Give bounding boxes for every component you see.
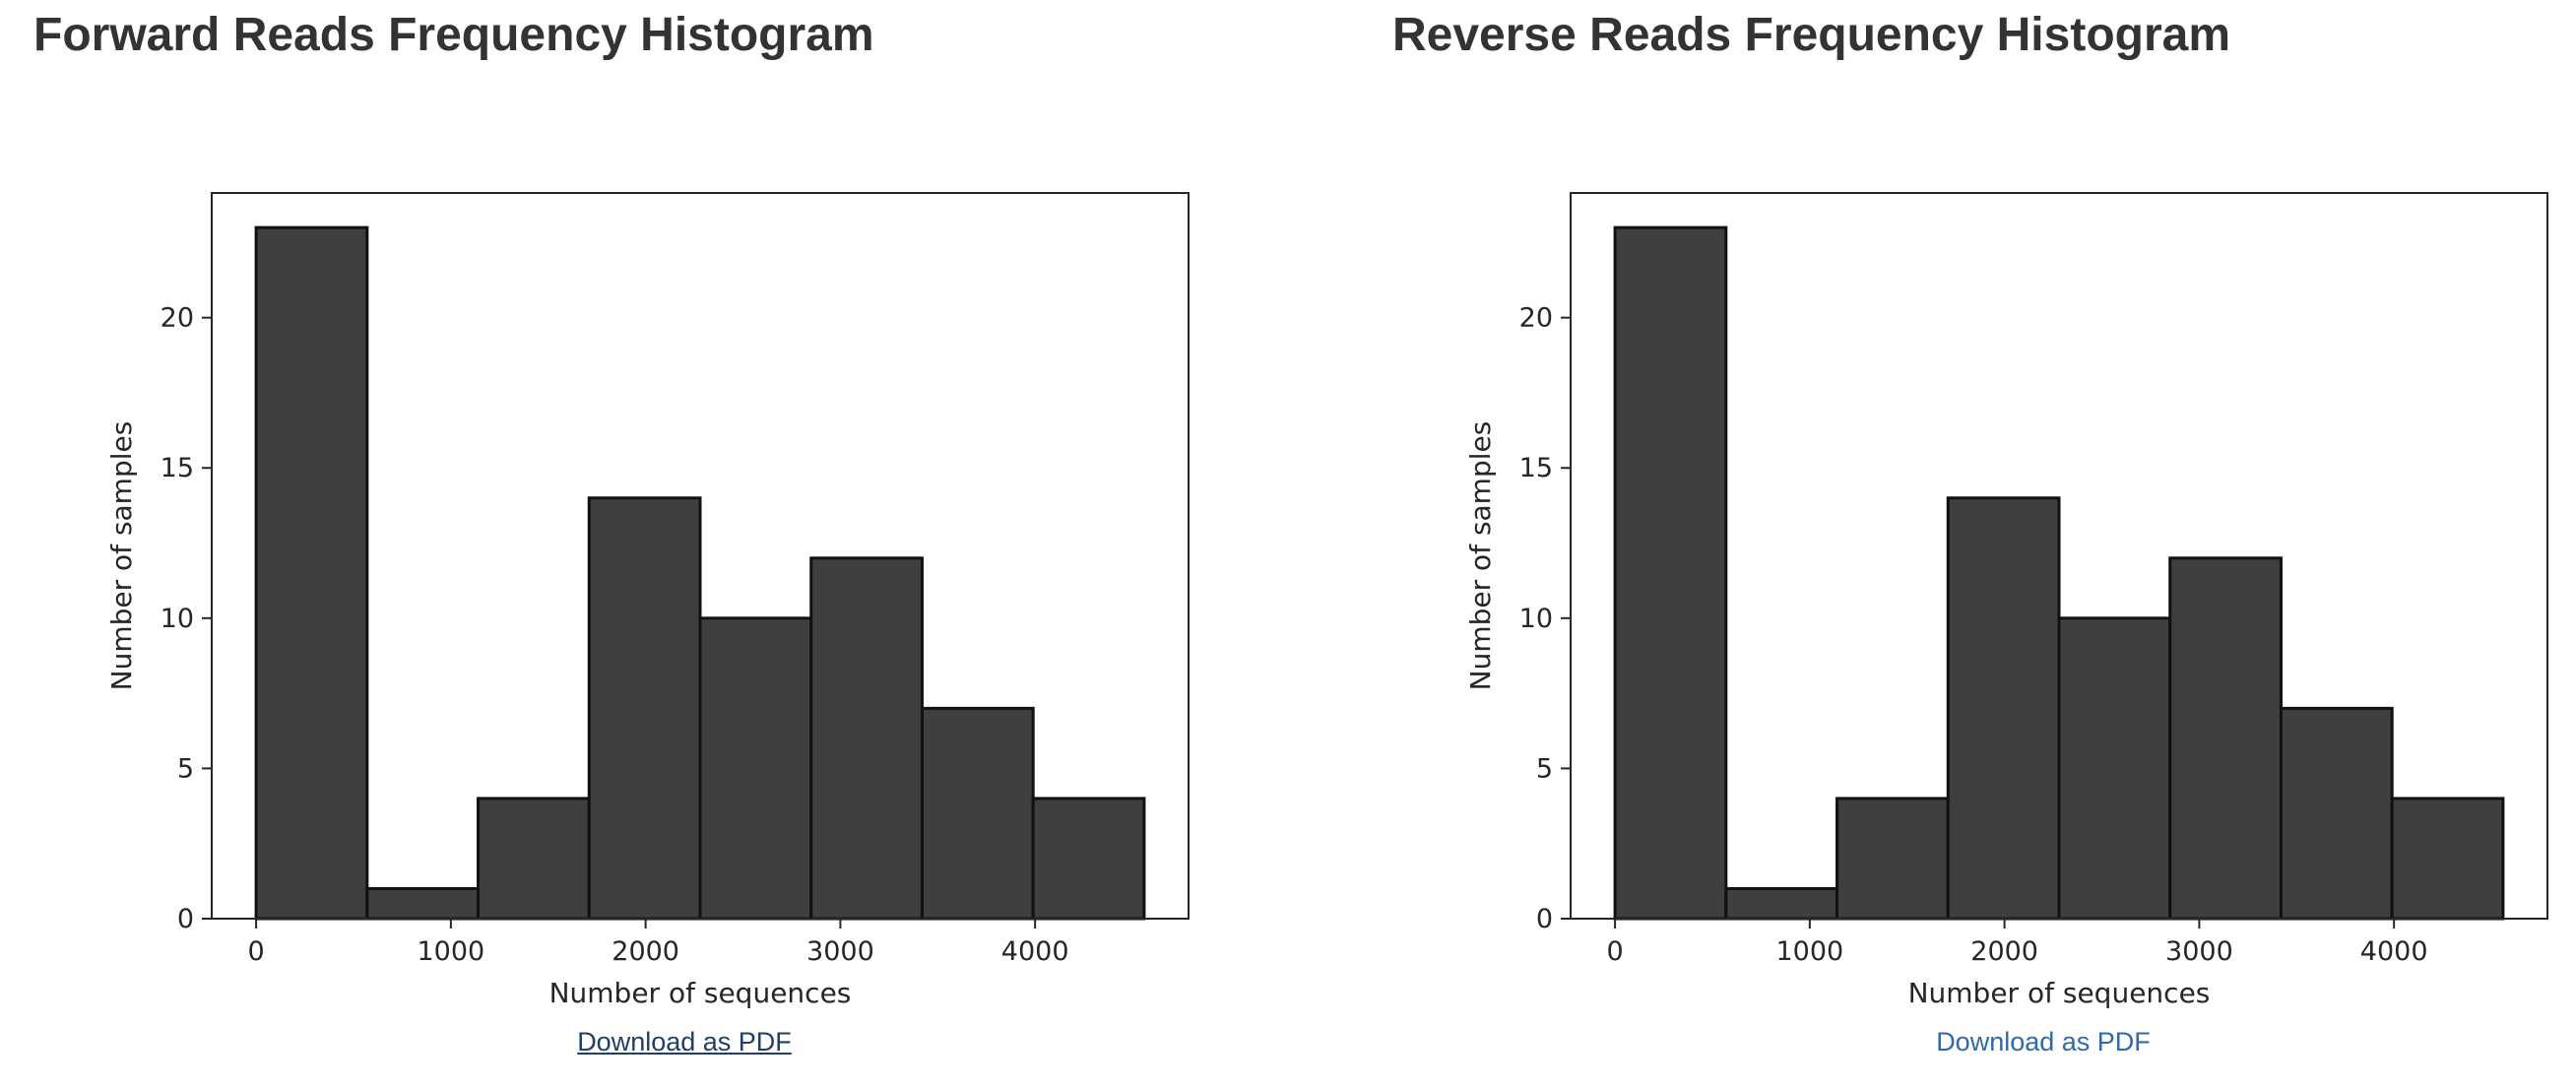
x-axis-label: Number of sequences [549, 977, 852, 1009]
histogram-bar [2279, 706, 2394, 921]
histogram-bar [2390, 797, 2505, 921]
plot-frame [211, 192, 1190, 920]
plot-frame [1570, 192, 2548, 920]
histogram-bar [1031, 797, 1146, 921]
histogram-bar [1946, 496, 2061, 921]
y-tick-label: 20 [1519, 303, 1553, 334]
histogram-bar [1613, 225, 1728, 921]
x-tick-label: 2000 [612, 936, 679, 967]
x-tick-label: 1000 [1775, 936, 1843, 967]
forward-download-pdf-link[interactable]: Download as PDF [577, 1027, 792, 1057]
histogram-bar [920, 706, 1035, 921]
x-tick-label: 0 [1606, 936, 1623, 967]
y-tick-label: 0 [1536, 904, 1553, 934]
y-tick-label: 5 [1536, 753, 1553, 784]
x-tick-label: 3000 [2165, 936, 2233, 967]
x-tick-label: 2000 [1970, 936, 2038, 967]
y-tick-label: 10 [1519, 604, 1553, 634]
histogram-bar [254, 225, 369, 921]
forward-reads-histogram: 0 1000 2000 3000 4000 0 5 10 15 20 Number of seque… [105, 192, 1190, 1009]
y-tick-label: 20 [161, 303, 194, 334]
histogram-bar [477, 797, 591, 921]
y-tick-label: 0 [177, 904, 194, 934]
y-tick-label: 15 [1519, 453, 1553, 483]
reverse-reads-title: Reverse Reads Frequency Histogram [1392, 9, 2231, 61]
x-tick-label: 3000 [806, 936, 874, 967]
y-axis-label: Number of samples [1464, 421, 1497, 691]
y-axis-label: Number of samples [105, 421, 138, 691]
histogram-bar [365, 886, 481, 921]
y-tick-label: 5 [177, 753, 194, 784]
reverse-download-pdf-link[interactable]: Download as PDF [1936, 1027, 2151, 1057]
histogram-bar [809, 556, 924, 921]
forward-reads-title: Forward Reads Frequency Histogram [33, 9, 874, 61]
reverse-reads-histogram: 0 1000 2000 3000 4000 0 5 10 15 20 Number of seque… [1464, 192, 2548, 1009]
forward-reads-panel: Forward Reads Frequency Histogram 0 1000 2… [33, 9, 1190, 1057]
histogram-bar [2057, 616, 2172, 921]
x-tick-label: 4000 [2360, 936, 2428, 967]
histogram-bar [698, 616, 813, 921]
reverse-reads-panel: Reverse Reads Frequency Histogram 0 1000 2… [1359, 0, 2576, 1089]
histogram-bar [1835, 797, 1950, 921]
x-axis-label: Number of sequences [1908, 977, 2211, 1009]
histogram-bar [1724, 886, 1839, 921]
x-tick-label: 1000 [417, 936, 484, 967]
x-tick-label: 0 [247, 936, 264, 967]
y-tick-label: 15 [161, 453, 194, 483]
histogram-bar [2168, 556, 2283, 921]
x-tick-label: 4000 [1001, 936, 1069, 967]
histogram-bar [587, 496, 702, 921]
y-tick-label: 10 [161, 604, 194, 634]
